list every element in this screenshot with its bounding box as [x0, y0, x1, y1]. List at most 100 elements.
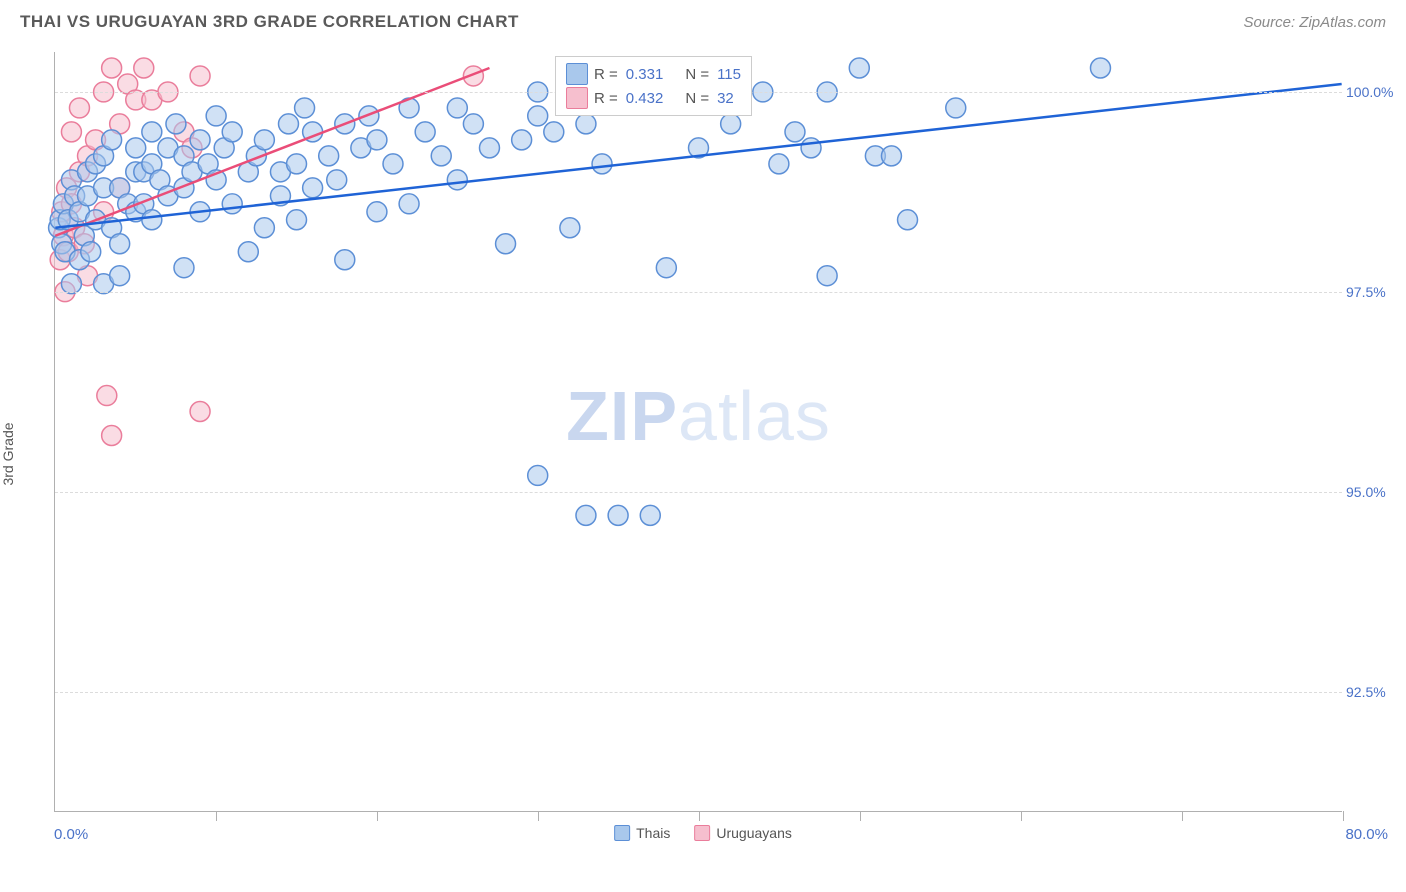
scatter-point	[110, 234, 130, 254]
scatter-point	[367, 202, 387, 222]
scatter-point	[817, 266, 837, 286]
x-axis-max-label: 80.0%	[1345, 826, 1388, 843]
legend-item-series1: Thais	[614, 825, 670, 841]
scatter-point	[415, 122, 435, 142]
scatter-point	[166, 114, 186, 134]
scatter-point	[190, 66, 210, 86]
gridline	[55, 692, 1342, 693]
gridline	[55, 492, 1342, 493]
scatter-point	[222, 194, 242, 214]
y-axis-label: 3rd Grade	[0, 422, 16, 485]
scatter-point	[640, 505, 660, 525]
scatter-point	[898, 210, 918, 230]
legend-swatch-series2	[566, 87, 588, 109]
scatter-point	[656, 258, 676, 278]
scatter-point	[1090, 58, 1110, 78]
chart-title: THAI VS URUGUAYAN 3RD GRADE CORRELATION …	[20, 12, 519, 32]
scatter-point	[785, 122, 805, 142]
scatter-point	[102, 426, 122, 446]
scatter-point	[447, 98, 467, 118]
scatter-point	[479, 138, 499, 158]
legend-item-series2: Uruguayans	[694, 825, 792, 841]
scatter-point	[946, 98, 966, 118]
scatter-point	[61, 274, 81, 294]
scatter-point	[254, 218, 274, 238]
chart-plot-area: ZIPatlas R = 0.331 N = 115 R = 0.432 N =…	[54, 52, 1342, 812]
legend-swatch-bottom-1	[614, 825, 630, 841]
scatter-point	[528, 106, 548, 126]
scatter-point	[126, 138, 146, 158]
n-value-1: 115	[717, 66, 741, 83]
n-label-2: N =	[685, 90, 709, 107]
scatter-point	[102, 130, 122, 150]
y-tick-label: 92.5%	[1346, 684, 1400, 700]
scatter-point	[279, 114, 299, 134]
scatter-point	[190, 402, 210, 422]
scatter-point	[102, 58, 122, 78]
legend-swatch-series1	[566, 63, 588, 85]
x-tick	[860, 811, 861, 821]
scatter-point	[544, 122, 564, 142]
scatter-point	[174, 258, 194, 278]
scatter-point	[592, 154, 612, 174]
bottom-legend: Thais Uruguayans	[614, 825, 792, 841]
scatter-point	[367, 130, 387, 150]
n-label-1: N =	[685, 66, 709, 83]
chart-svg	[55, 52, 1342, 811]
scatter-point	[431, 146, 451, 166]
scatter-point	[383, 154, 403, 174]
x-tick	[1343, 811, 1344, 821]
scatter-point	[69, 98, 89, 118]
x-tick	[1021, 811, 1022, 821]
scatter-point	[560, 218, 580, 238]
x-tick	[377, 811, 378, 821]
scatter-point	[335, 250, 355, 270]
scatter-point	[319, 146, 339, 166]
scatter-point	[576, 505, 596, 525]
scatter-point	[881, 146, 901, 166]
scatter-point	[254, 130, 274, 150]
correlation-legend: R = 0.331 N = 115 R = 0.432 N = 32	[555, 56, 752, 116]
scatter-point	[327, 170, 347, 190]
scatter-point	[463, 114, 483, 134]
scatter-point	[721, 114, 741, 134]
scatter-point	[576, 114, 596, 134]
scatter-point	[97, 386, 117, 406]
legend-label-series1: Thais	[636, 825, 670, 841]
y-tick-label: 100.0%	[1346, 84, 1400, 100]
legend-row-series2: R = 0.432 N = 32	[566, 87, 741, 109]
x-axis-min-label: 0.0%	[54, 826, 88, 843]
r-value-1: 0.331	[626, 66, 664, 83]
scatter-point	[447, 170, 467, 190]
x-tick	[216, 811, 217, 821]
regression-line	[55, 68, 489, 236]
scatter-point	[287, 210, 307, 230]
y-tick-label: 97.5%	[1346, 284, 1400, 300]
scatter-point	[512, 130, 532, 150]
legend-row-series1: R = 0.331 N = 115	[566, 63, 741, 85]
scatter-point	[303, 178, 323, 198]
scatter-point	[190, 130, 210, 150]
scatter-point	[238, 242, 258, 262]
scatter-point	[287, 154, 307, 174]
legend-label-series2: Uruguayans	[716, 825, 792, 841]
y-tick-label: 95.0%	[1346, 484, 1400, 500]
scatter-point	[61, 122, 81, 142]
scatter-point	[206, 106, 226, 126]
scatter-point	[295, 98, 315, 118]
x-tick	[538, 811, 539, 821]
scatter-point	[496, 234, 516, 254]
scatter-point	[142, 210, 162, 230]
scatter-point	[769, 154, 789, 174]
scatter-point	[110, 266, 130, 286]
scatter-point	[528, 465, 548, 485]
chart-source: Source: ZipAtlas.com	[1243, 14, 1386, 31]
x-tick	[699, 811, 700, 821]
legend-swatch-bottom-2	[694, 825, 710, 841]
r-label-1: R =	[594, 66, 618, 83]
r-value-2: 0.432	[626, 90, 664, 107]
x-tick	[1182, 811, 1183, 821]
gridline	[55, 292, 1342, 293]
scatter-point	[608, 505, 628, 525]
scatter-point	[142, 122, 162, 142]
